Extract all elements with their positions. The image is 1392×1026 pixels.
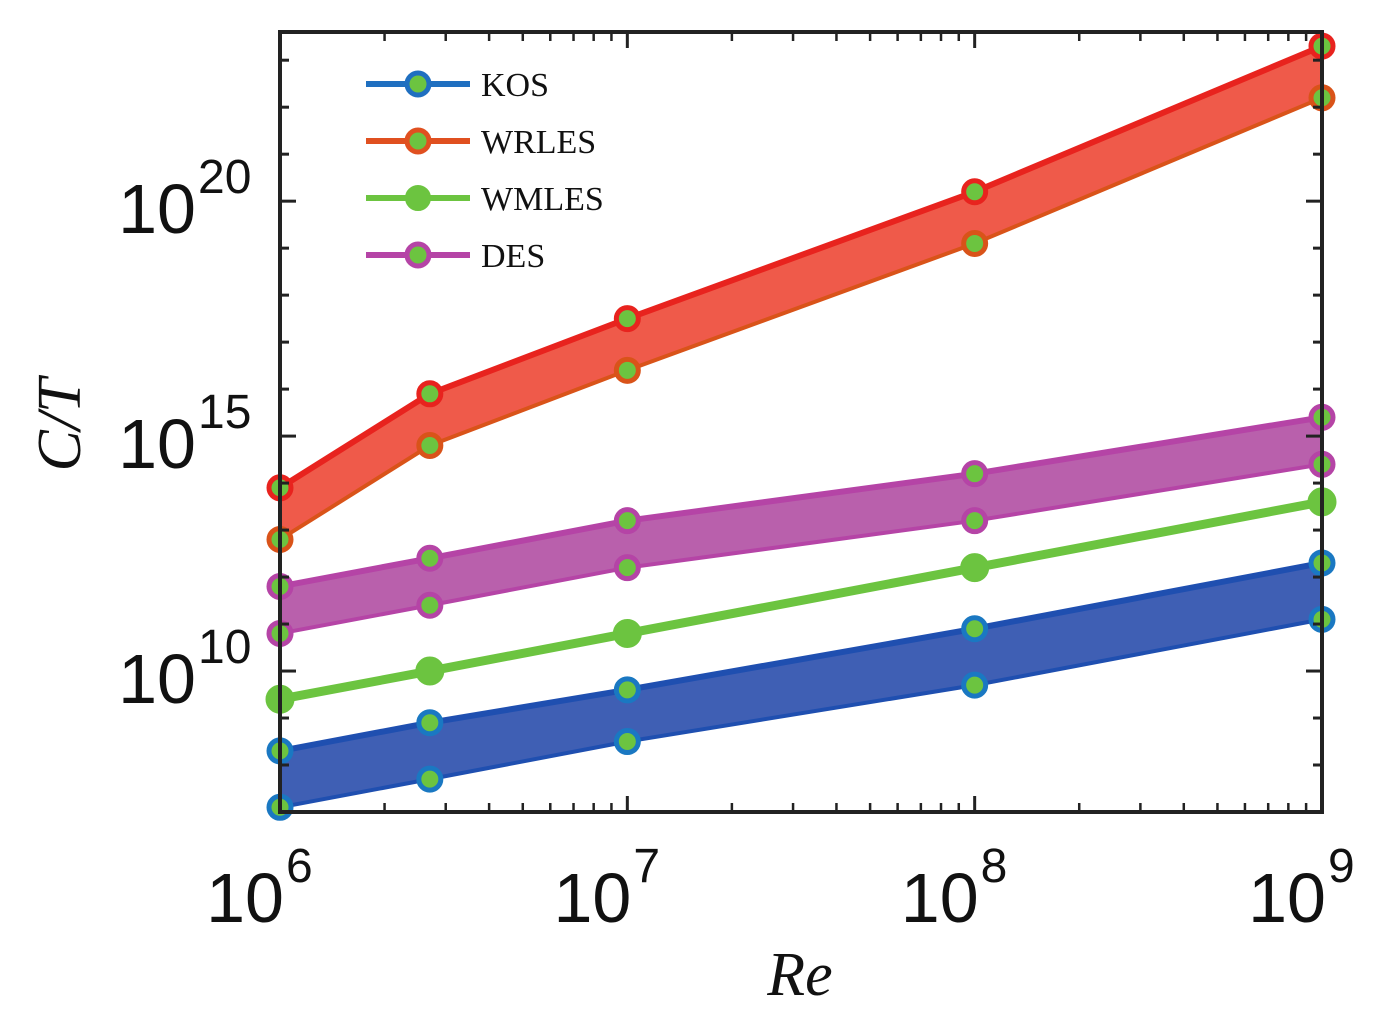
kos-upper-point [961,615,989,643]
legend-label: DES [481,238,545,275]
y-axis-label: C/T [26,374,94,472]
x-tick-exp: 7 [633,840,660,893]
wmles-point [612,618,642,648]
wrles-lower-point [613,356,641,384]
x-tick-exp: 8 [981,840,1008,893]
kos-lower-point [613,728,641,756]
y-tick-base: 10 [118,170,196,248]
legend-label: WMLES [481,181,604,218]
wrles-upper-point [416,380,444,408]
legend: KOS WRLES WMLES DES [366,67,604,275]
x-axis-label: Re [766,941,832,1009]
x-tick-base: 10 [206,859,284,937]
legend-marker [404,241,432,269]
legend-label: WRLES [481,124,596,161]
legend-label: KOS [481,67,549,104]
x-tick-label: 10 8 [901,840,1008,937]
kos-band [280,562,1322,808]
x-tick-base: 10 [901,859,979,937]
des-lower-point [416,591,444,619]
kos-lower-point [416,765,444,793]
plot-frame [278,30,1324,814]
wmles-point [415,656,445,686]
y-tick-label: 10 10 [118,621,251,718]
wrles-lower-point [961,229,989,257]
wrles-band [280,46,1322,540]
y-tick-label: 10 15 [118,386,251,483]
x-tick-label: 10 9 [1248,840,1355,937]
legend-item-kos: KOS [366,67,549,104]
y-tick-exp: 10 [198,621,251,674]
y-tick-exp: 15 [198,386,251,439]
legend-item-wmles: WMLES [366,181,604,218]
x-tick-base: 10 [1248,859,1326,937]
wrles-upper-point [613,305,641,333]
y-tick-label: 10 20 [118,151,251,248]
y-tick-base: 10 [118,405,196,483]
x-tick-exp: 9 [1328,840,1355,893]
kos-upper-point [613,676,641,704]
legend-marker [404,70,432,98]
des-band [280,417,1322,634]
des-lower-point [961,507,989,535]
x-tick-exp: 6 [286,840,313,893]
kos-lower-point [961,671,989,699]
wrles-lower-point [416,431,444,459]
x-tick-label: 10 7 [553,840,660,937]
des-upper-point [961,460,989,488]
kos-upper-point [416,709,444,737]
ticks-layer [278,32,1324,814]
legend-item-wrles: WRLES [366,124,596,161]
legend-marker [404,127,432,155]
wrles-upper-point [961,178,989,206]
bands-layer [280,46,1322,808]
x-tick-base: 10 [553,859,631,937]
des-upper-point [613,507,641,535]
y-tick-base: 10 [118,640,196,718]
legend-marker [405,185,431,211]
des-lower-point [613,554,641,582]
x-tick-label: 10 6 [206,840,313,937]
y-tick-exp: 20 [198,151,251,204]
legend-item-des: DES [366,238,545,275]
wmles-point [960,553,990,583]
des-upper-point [416,544,444,572]
